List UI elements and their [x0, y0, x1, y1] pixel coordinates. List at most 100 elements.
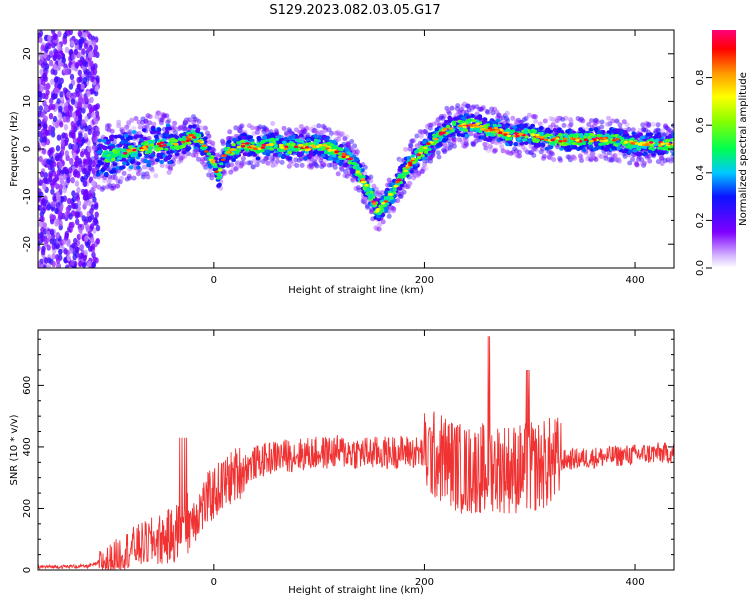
- halo-cell: [413, 168, 419, 174]
- halo-cell: [592, 120, 598, 126]
- noise-cell: [73, 48, 79, 56]
- core-cell: [300, 140, 305, 144]
- halo-cell: [263, 156, 268, 162]
- halo-cell: [140, 171, 146, 177]
- noise-cell: [51, 243, 56, 250]
- halo-cell: [343, 168, 348, 174]
- band-cell: [548, 129, 553, 134]
- core-cell: [625, 145, 630, 149]
- noise-cell: [46, 264, 52, 268]
- noise-cell: [51, 170, 57, 177]
- core-cell: [287, 151, 292, 155]
- halo-cell: [365, 204, 371, 210]
- core-cell: [219, 162, 224, 166]
- band-cell: [142, 136, 148, 141]
- core-cell: [465, 119, 470, 123]
- halo-cell: [196, 119, 202, 124]
- core-cell: [368, 187, 373, 191]
- band-cell: [592, 147, 598, 152]
- core-cell: [523, 129, 529, 133]
- core-cell: [294, 138, 300, 142]
- noise-cell: [82, 32, 88, 39]
- core-cell: [636, 146, 642, 150]
- noise-cell: [88, 60, 94, 67]
- core-cell: [539, 131, 544, 135]
- noise-cell: [45, 178, 50, 185]
- halo-cell: [124, 176, 130, 182]
- halo-cell: [554, 118, 560, 124]
- halo-cell: [90, 127, 96, 133]
- core-cell: [462, 128, 468, 132]
- halo-cell: [531, 152, 537, 158]
- band-cell: [556, 127, 562, 132]
- halo-cell: [614, 118, 620, 124]
- halo-cell: [540, 146, 546, 152]
- halo-cell: [537, 121, 543, 127]
- halo-cell: [397, 193, 403, 199]
- halo-cell: [627, 160, 633, 166]
- halo-cell: [377, 222, 383, 228]
- noise-cell: [61, 132, 66, 139]
- noise-cell: [63, 166, 68, 173]
- core-cell: [478, 130, 483, 134]
- halo-cell: [352, 143, 358, 149]
- halo-cell: [349, 139, 355, 144]
- halo-cell: [265, 160, 271, 166]
- core-cell: [362, 186, 367, 191]
- band-cell: [349, 167, 355, 172]
- halo-cell: [408, 142, 413, 148]
- noise-cell: [74, 62, 80, 69]
- noise-cell: [53, 87, 59, 95]
- halo-cell: [192, 116, 198, 122]
- core-cell: [329, 143, 334, 147]
- noise-cell: [87, 231, 92, 238]
- core-cell: [173, 145, 178, 149]
- noise-cell: [39, 264, 44, 268]
- noise-cell: [70, 259, 75, 266]
- noise-cell: [62, 173, 67, 181]
- halo-cell: [640, 161, 646, 167]
- band-cell: [105, 140, 111, 145]
- noise-cell: [38, 105, 43, 112]
- halo-cell: [345, 142, 351, 148]
- halo-cell: [557, 156, 563, 161]
- band-cell: [572, 145, 578, 150]
- noise-cell: [95, 238, 101, 245]
- halo-cell: [621, 119, 627, 125]
- core-cell: [332, 154, 337, 158]
- halo-cell: [548, 116, 554, 121]
- core-cell: [103, 152, 108, 156]
- noise-cell: [64, 46, 70, 54]
- noise-cell: [55, 243, 60, 250]
- core-cell: [307, 142, 313, 146]
- halo-cell: [201, 161, 207, 167]
- noise-cell: [44, 237, 49, 244]
- band-cell: [188, 124, 193, 129]
- halo-cell: [326, 162, 332, 168]
- halo-cell: [651, 121, 656, 127]
- halo-cell: [299, 162, 305, 168]
- band-cell: [495, 118, 501, 123]
- noise-cell: [38, 245, 41, 252]
- core-cell: [348, 152, 354, 157]
- ridge-cell: [284, 145, 289, 149]
- halo-cell: [214, 152, 220, 158]
- halo-cell: [131, 175, 137, 181]
- halo-cell: [157, 111, 163, 117]
- core-cell: [104, 158, 109, 163]
- halo-cell: [107, 183, 113, 189]
- halo-cell: [428, 122, 434, 128]
- halo-cell: [610, 118, 616, 124]
- noise-cell: [83, 132, 88, 140]
- band-cell: [151, 127, 156, 132]
- halo-cell: [660, 128, 666, 134]
- noise-cell: [55, 183, 60, 190]
- noise-cell: [78, 227, 83, 234]
- noise-cell: [63, 256, 68, 264]
- halo-cell: [238, 124, 244, 130]
- noise-cell: [93, 104, 98, 112]
- band-cell: [456, 132, 462, 137]
- halo-cell: [478, 106, 484, 112]
- band-cell: [641, 152, 647, 157]
